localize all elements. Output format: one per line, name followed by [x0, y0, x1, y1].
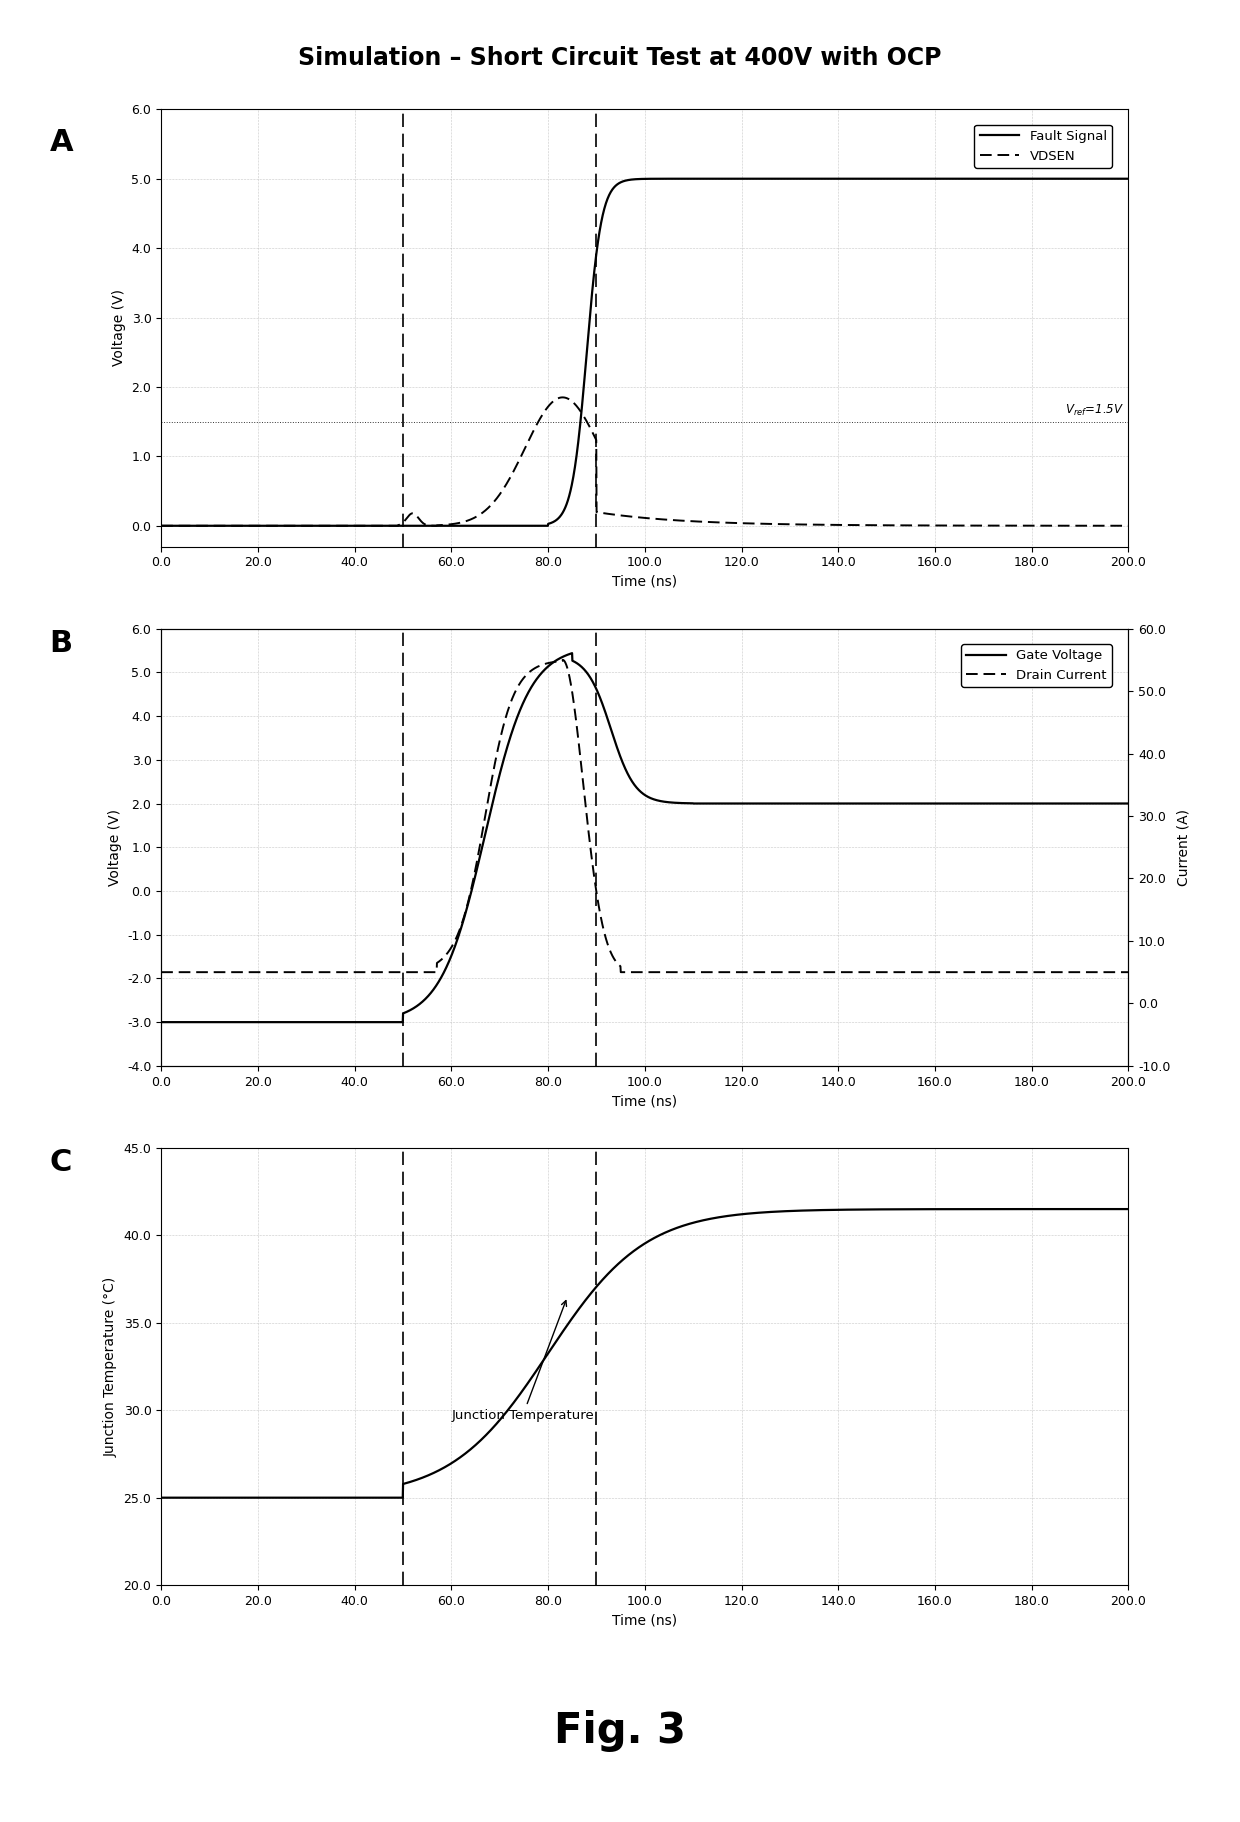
Y-axis label: Junction Temperature (°C): Junction Temperature (°C): [104, 1277, 118, 1456]
Y-axis label: Current (A): Current (A): [1176, 809, 1190, 885]
Text: Simulation – Short Circuit Test at 400V with OCP: Simulation – Short Circuit Test at 400V …: [299, 46, 941, 69]
X-axis label: Time (ns): Time (ns): [613, 576, 677, 589]
X-axis label: Time (ns): Time (ns): [613, 1095, 677, 1108]
Text: Fig. 3: Fig. 3: [554, 1709, 686, 1753]
X-axis label: Time (ns): Time (ns): [613, 1614, 677, 1627]
Text: B: B: [50, 629, 73, 658]
Legend: Gate Voltage, Drain Current: Gate Voltage, Drain Current: [961, 643, 1112, 687]
Text: A: A: [50, 128, 73, 157]
Text: C: C: [50, 1148, 72, 1177]
Y-axis label: Voltage (V): Voltage (V): [112, 290, 126, 366]
Y-axis label: Voltage (V): Voltage (V): [108, 809, 122, 885]
Text: $V_{ref}$=1.5V: $V_{ref}$=1.5V: [1065, 403, 1123, 419]
Text: Junction Temperature: Junction Temperature: [451, 1301, 594, 1421]
Legend: Fault Signal, VDSEN: Fault Signal, VDSEN: [975, 124, 1112, 168]
